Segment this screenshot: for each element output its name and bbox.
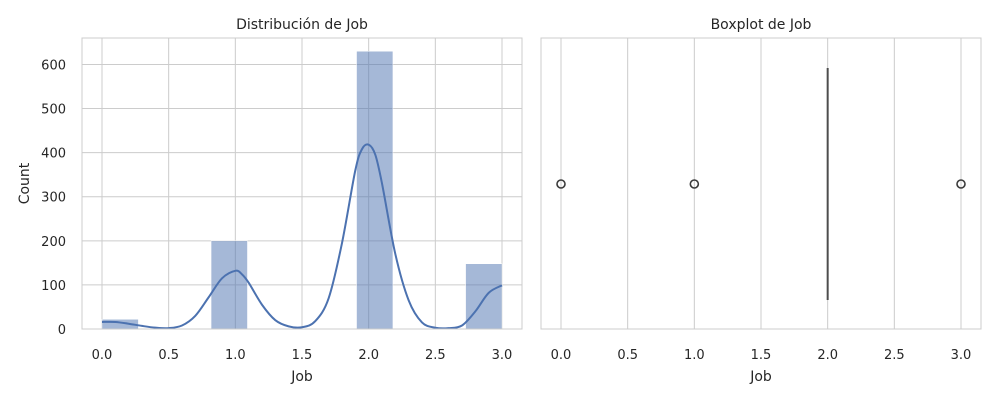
x-tick-label: 0.5 xyxy=(158,348,179,363)
x-tick-label: 0.5 xyxy=(617,348,638,363)
boxplot-x-axis-label: Job xyxy=(749,369,772,385)
y-tick-label: 100 xyxy=(41,279,66,294)
x-tick-label: 1.0 xyxy=(225,348,246,363)
x-tick-label: 0.0 xyxy=(92,348,113,363)
histogram-y-ticks: 0 100 200 300 400 500 600 xyxy=(41,58,66,338)
y-tick-label: 600 xyxy=(41,58,66,73)
outlier-point xyxy=(689,179,700,189)
histogram-x-ticks: 0.0 0.5 1.0 1.5 2.0 2.5 3.0 xyxy=(92,348,513,363)
boxplot-title: Boxplot de Job xyxy=(711,17,812,33)
x-tick-label: 2.5 xyxy=(884,348,905,363)
y-tick-label: 400 xyxy=(41,147,66,162)
y-tick-label: 500 xyxy=(41,103,66,118)
y-tick-label: 300 xyxy=(41,191,66,206)
outlier-point xyxy=(556,179,566,189)
histogram-frame xyxy=(81,37,523,330)
histogram-panel: 0.0 0.5 1.0 1.5 2.0 2.5 3.0 0 100 200 300 400 500 60… xyxy=(17,17,523,385)
x-tick-label: 2.0 xyxy=(358,348,379,363)
boxplot-panel: 0.0 0.5 1.0 1.5 2.0 2.5 3.0 Boxplot de Job Job xyxy=(540,17,982,385)
histogram-y-axis-label: Count xyxy=(17,162,33,204)
y-tick-label: 200 xyxy=(41,235,66,250)
histogram-bar xyxy=(356,50,394,330)
x-tick-label: 3.0 xyxy=(492,348,513,363)
histogram-bar xyxy=(465,263,503,330)
boxplot-x-ticks: 0.0 0.5 1.0 1.5 2.0 2.5 3.0 xyxy=(551,348,972,363)
outlier-point xyxy=(956,179,966,189)
x-tick-label: 1.5 xyxy=(292,348,313,363)
x-tick-label: 1.5 xyxy=(751,348,772,363)
x-tick-label: 2.0 xyxy=(817,348,838,363)
y-tick-label: 0 xyxy=(58,323,66,338)
x-tick-label: 3.0 xyxy=(951,348,972,363)
x-tick-label: 2.5 xyxy=(425,348,446,363)
x-tick-label: 0.0 xyxy=(551,348,572,363)
boxplot-frame xyxy=(540,37,982,330)
kde-curve xyxy=(101,143,503,330)
boxplot-outliers xyxy=(556,179,966,189)
histogram-title: Distribución de Job xyxy=(236,17,368,33)
histogram-x-axis-label: Job xyxy=(290,369,313,385)
x-tick-label: 1.0 xyxy=(684,348,705,363)
